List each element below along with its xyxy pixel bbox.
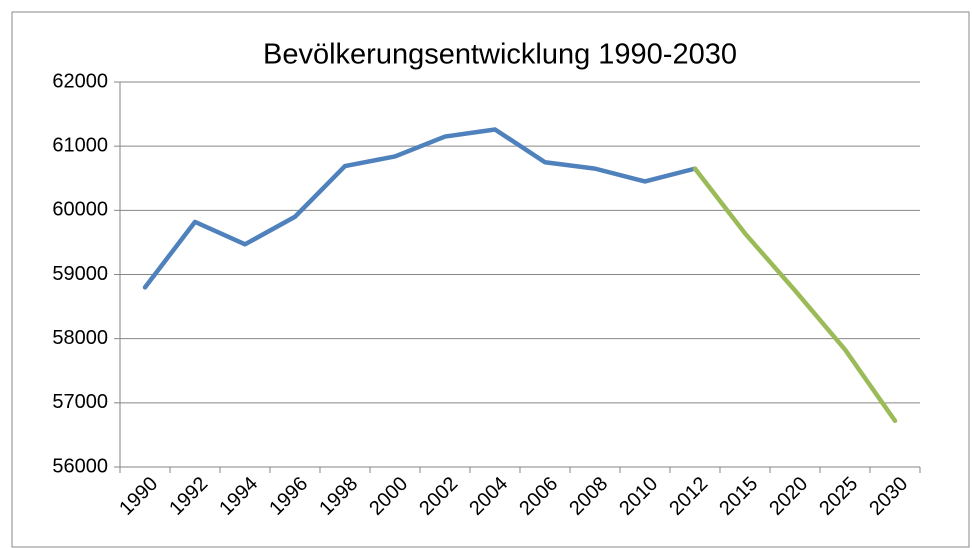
chart-border — [11, 11, 970, 548]
y-tick-label: 56000 — [52, 455, 108, 477]
y-tick-label: 57000 — [52, 391, 108, 413]
series-line — [692, 166, 898, 424]
y-tick-label: 62000 — [52, 70, 108, 92]
chart-title: Bevölkerungsentwicklung 1990-2030 — [263, 39, 737, 71]
y-tick-label: 59000 — [52, 263, 108, 285]
y-tick-label: 58000 — [52, 327, 108, 349]
y-tick-label: 60000 — [52, 199, 108, 221]
y-tick-label: 61000 — [52, 134, 108, 156]
series-line — [142, 127, 698, 290]
